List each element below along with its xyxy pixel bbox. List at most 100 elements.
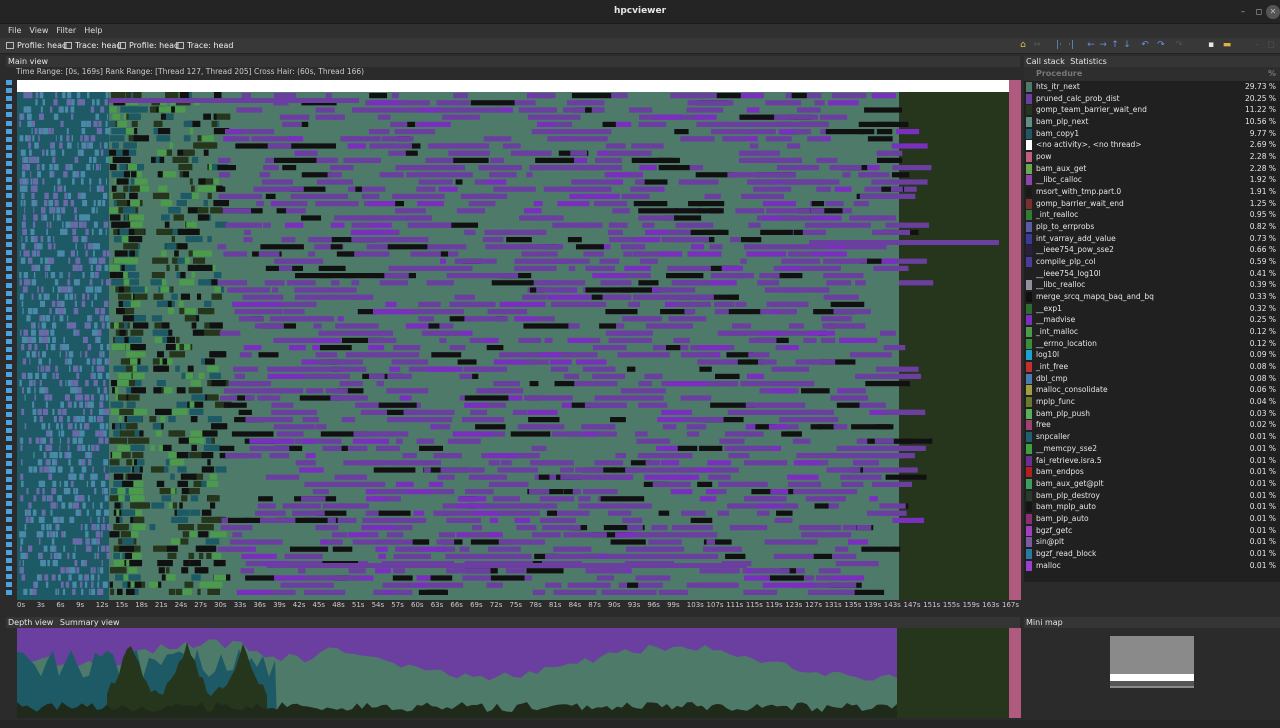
table-row[interactable]: int_varray_add_value 0.73 % xyxy=(1024,233,1280,245)
table-row[interactable]: __libc_realloc 0.39 % xyxy=(1024,279,1280,291)
tab-profile-2[interactable]: Profile: head xyxy=(118,40,179,52)
trace-segment xyxy=(97,416,100,423)
trace-segment xyxy=(594,201,628,207)
table-row[interactable]: sin@plt 0.01 % xyxy=(1024,536,1280,548)
table-row[interactable]: _int_free 0.08 % xyxy=(1024,361,1280,373)
table-row[interactable]: __ieee754_log10l 0.41 % xyxy=(1024,268,1280,280)
tab-trace-1[interactable]: Trace: head xyxy=(64,40,121,52)
maximize-panel-icon[interactable]: ◻ xyxy=(1267,40,1275,50)
trace-segment xyxy=(314,244,344,250)
table-row[interactable]: malloc 0.01 % xyxy=(1024,560,1280,572)
minimize-icon[interactable]: – xyxy=(1241,7,1245,16)
trace-segment xyxy=(172,156,189,163)
table-row[interactable]: _int_realloc 0.95 % xyxy=(1024,209,1280,221)
table-row[interactable]: plp_to_errprobs 0.82 % xyxy=(1024,221,1280,233)
summary-plot[interactable] xyxy=(17,628,1021,718)
mini-map[interactable] xyxy=(1024,628,1280,718)
thread-marker xyxy=(6,355,12,361)
table-row[interactable]: dbl_cmp 0.08 % xyxy=(1024,373,1280,385)
trace-canvas[interactable] xyxy=(17,80,1021,600)
table-row[interactable]: __errno_location 0.12 % xyxy=(1024,338,1280,350)
redo-disabled-icon[interactable]: ↷ xyxy=(1175,40,1183,50)
undo-icon[interactable]: ↶ xyxy=(1141,40,1149,50)
table-row[interactable]: bam_endpos 0.01 % xyxy=(1024,466,1280,478)
tab-statistics[interactable]: Statistics xyxy=(1070,57,1107,66)
left-arrow-icon[interactable]: ← xyxy=(1087,40,1095,50)
table-row[interactable]: snpcaller 0.01 % xyxy=(1024,431,1280,443)
trace-segment xyxy=(121,128,134,135)
trace-segment xyxy=(23,329,28,336)
tab-depth-view[interactable]: Depth view xyxy=(8,618,54,627)
home-icon[interactable]: ⌂ xyxy=(1020,40,1026,50)
down-arrow-icon[interactable]: ↓ xyxy=(1123,40,1131,50)
trace-plot[interactable] xyxy=(17,80,1021,600)
close-icon[interactable]: ✕ xyxy=(1266,5,1280,19)
table-row[interactable]: bam_copy1 9.77 % xyxy=(1024,128,1280,140)
thread-marker xyxy=(6,274,12,280)
trace-segment xyxy=(63,286,69,293)
trace-segment xyxy=(68,351,73,358)
trace-segment xyxy=(547,510,558,516)
up-arrow-icon[interactable]: ↑ xyxy=(1111,40,1119,50)
zoom-in-time-icon[interactable]: |· xyxy=(1056,40,1062,50)
table-row[interactable]: bam_plp_auto 0.01 % xyxy=(1024,513,1280,525)
table-row[interactable]: gomp_barrier_wait_end 1.25 % xyxy=(1024,198,1280,210)
table-row[interactable]: <no activity>, <no thread> 2.69 % xyxy=(1024,139,1280,151)
table-row[interactable]: mplp_func 0.04 % xyxy=(1024,396,1280,408)
table-row[interactable]: fai_retrieve.isra.5 0.01 % xyxy=(1024,455,1280,467)
summary-canvas[interactable] xyxy=(17,628,1021,718)
tab-main-view[interactable]: Main view xyxy=(8,57,49,66)
table-row[interactable]: __memcpy_sse2 0.01 % xyxy=(1024,443,1280,455)
table-row[interactable]: log10l 0.09 % xyxy=(1024,349,1280,361)
table-row[interactable]: __libc_calloc 1.92 % xyxy=(1024,174,1280,186)
table-row[interactable]: bgzf_getc 0.01 % xyxy=(1024,525,1280,537)
trace-segment xyxy=(709,244,723,250)
zoom-in-icon[interactable]: ⇔ xyxy=(1033,40,1041,50)
table-row[interactable]: malloc_consolidate 0.06 % xyxy=(1024,384,1280,396)
menu-help[interactable]: Help xyxy=(84,26,103,35)
tab-summary-view[interactable]: Summary view xyxy=(59,618,120,627)
table-row[interactable]: bgzf_read_block 0.01 % xyxy=(1024,548,1280,560)
table-row[interactable]: free 0.02 % xyxy=(1024,419,1280,431)
table-row[interactable]: pow 2.28 % xyxy=(1024,151,1280,163)
table-row[interactable]: compile_plp_col 0.59 % xyxy=(1024,256,1280,268)
tab-call-stack[interactable]: Call stack xyxy=(1026,57,1065,66)
trace-segment xyxy=(130,293,148,300)
minimize-panel-icon[interactable]: – xyxy=(1254,40,1260,50)
table-row[interactable]: __madvise 0.25 % xyxy=(1024,314,1280,326)
table-row[interactable]: bam_mplp_auto 0.01 % xyxy=(1024,501,1280,513)
table-row[interactable]: _int_malloc 0.12 % xyxy=(1024,326,1280,338)
maximize-icon[interactable]: ◻ xyxy=(1255,7,1263,16)
table-row[interactable]: gomp_team_barrier_wait_end 11.22 % xyxy=(1024,104,1280,116)
table-row[interactable]: bam_aux_get@plt 0.01 % xyxy=(1024,478,1280,490)
trace-segment xyxy=(57,207,61,214)
table-row[interactable]: bam_plp_next 10.56 % xyxy=(1024,116,1280,128)
table-row[interactable]: msort_with_tmp.part.0 1.91 % xyxy=(1024,186,1280,198)
table-row[interactable]: hts_itr_next 29.73 % xyxy=(1024,81,1280,93)
menu-view[interactable]: View xyxy=(29,26,49,35)
redo-icon[interactable]: ↷ xyxy=(1157,40,1165,50)
trace-segment xyxy=(272,301,316,307)
save-icon[interactable]: ▪ xyxy=(1207,40,1215,50)
open-folder-icon[interactable]: ▬ xyxy=(1222,40,1232,50)
table-row[interactable]: bam_aux_get 2.28 % xyxy=(1024,163,1280,175)
tab-profile-1[interactable]: Profile: head xyxy=(6,40,67,52)
zoom-out-time-icon[interactable]: ·| xyxy=(1068,40,1074,50)
trace-segment xyxy=(129,192,135,199)
table-row[interactable]: __ieee754_pow_sse2 0.66 % xyxy=(1024,244,1280,256)
trace-segment xyxy=(90,574,95,581)
table-row[interactable]: pruned_calc_prob_dist 20.25 % xyxy=(1024,93,1280,105)
table-row[interactable]: bam_plp_destroy 0.01 % xyxy=(1024,490,1280,502)
procedure-column-header[interactable]: Procedure xyxy=(1036,69,1083,78)
right-arrow-icon[interactable]: → xyxy=(1099,40,1107,50)
table-row[interactable]: bam_plp_push 0.03 % xyxy=(1024,408,1280,420)
trace-segment xyxy=(112,113,120,120)
menu-file[interactable]: File xyxy=(8,26,22,35)
tab-trace-2[interactable]: Trace: head xyxy=(176,40,233,52)
table-row[interactable]: merge_srcq_mapq_baq_and_bq 0.33 % xyxy=(1024,291,1280,303)
table-row[interactable]: __exp1 0.32 % xyxy=(1024,303,1280,315)
trace-segment xyxy=(232,301,271,307)
percent-column-header[interactable]: % xyxy=(1267,69,1276,78)
trace-segment xyxy=(84,581,88,588)
menu-filter[interactable]: Filter xyxy=(56,26,77,35)
